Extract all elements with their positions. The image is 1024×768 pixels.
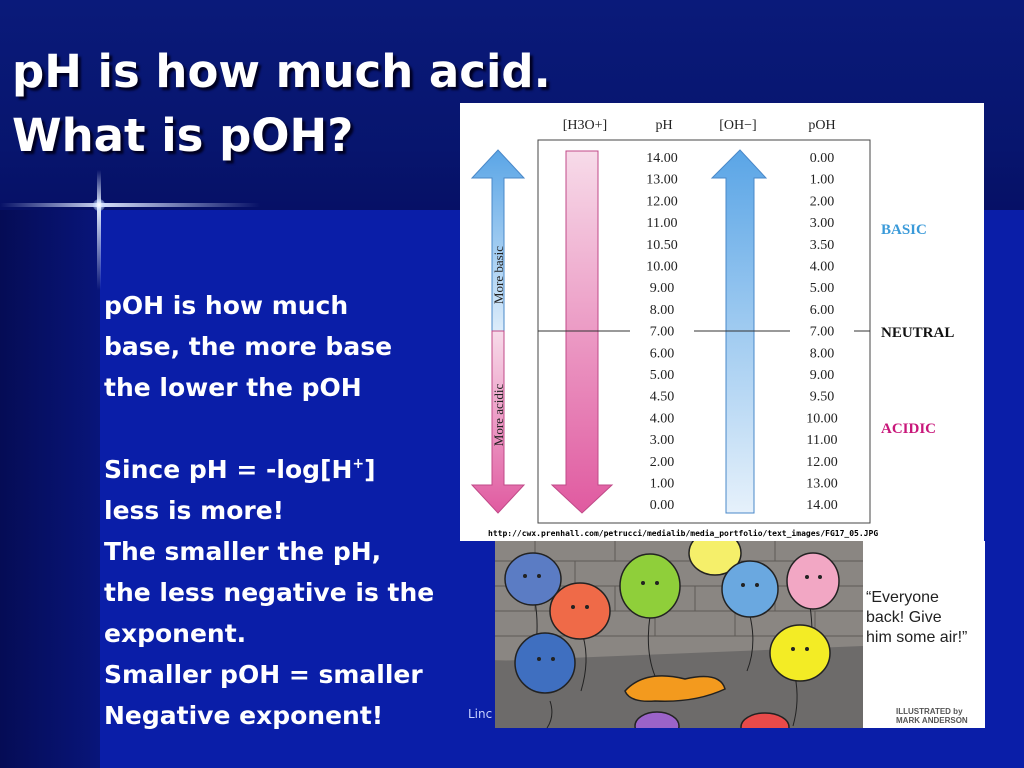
acidic-label: ACIDIC xyxy=(881,421,936,437)
poh-value: 8.00 xyxy=(810,346,835,361)
deflated-balloon xyxy=(624,675,726,703)
body-line-5: Since pH = -log[H+] xyxy=(104,449,504,490)
body-line-3: the lower the pOH xyxy=(104,373,362,402)
body-line-10: Smaller pOH = smaller xyxy=(104,660,423,689)
poh-values-column: 0.00 1.00 2.00 3.00 3.50 4.00 5.00 6.00 7.00 8.00… xyxy=(806,151,838,513)
credit-line-1: ILLUSTRATED by xyxy=(896,707,963,716)
ph-scale-chart: [H3O+] pH [OH−] pOH More basic More acid… xyxy=(460,103,984,541)
poh-value: 14.00 xyxy=(806,498,838,513)
caption-line-1: “Everyone xyxy=(866,589,939,606)
credit-line-2: MARK ANDERSON xyxy=(896,716,968,725)
light-flare-vertical xyxy=(97,170,101,290)
cartoon-svg xyxy=(495,541,863,728)
caption-line-2: back! Give xyxy=(866,609,942,626)
poh-value: 9.00 xyxy=(810,368,835,383)
poh-value: 10.00 xyxy=(806,411,838,426)
poh-value: 3.50 xyxy=(810,238,835,253)
poh-value: 2.00 xyxy=(810,194,835,209)
formula-text: Since pH = -log[H xyxy=(104,455,353,484)
poh-value: 12.00 xyxy=(806,455,838,470)
caption-line-3: him some air!” xyxy=(866,629,968,646)
header-h3o: [H3O+] xyxy=(563,118,607,133)
body-line-7: The smaller the pH, xyxy=(104,537,382,566)
ph-value: 14.00 xyxy=(646,151,678,166)
header-oh: [OH−] xyxy=(719,118,756,133)
light-flare-center xyxy=(93,199,105,211)
poh-value: 6.00 xyxy=(810,303,835,318)
ph-value: 0.00 xyxy=(650,498,675,513)
yellow-balloon-top xyxy=(688,541,742,576)
ph-value: 10.00 xyxy=(646,260,678,275)
slide-body: pOH is how much base, the more base the … xyxy=(104,285,504,736)
image-source-url: http://cwx.prenhall.com/petrucci/mediali… xyxy=(488,529,879,538)
purple-balloon xyxy=(634,711,680,728)
ph-value: 2.00 xyxy=(650,455,675,470)
more-acidic-arrow xyxy=(470,330,526,514)
header-ph: pH xyxy=(655,118,672,133)
slide-title: pH is how much acid. What is pOH? xyxy=(12,40,551,168)
body-line-2: base, the more base xyxy=(104,332,393,361)
ph-value: 4.00 xyxy=(650,411,675,426)
more-basic-arrow xyxy=(470,149,526,332)
ph-value: 1.00 xyxy=(650,477,675,492)
ph-value: 3.00 xyxy=(650,433,675,448)
light-blue-balloon xyxy=(721,560,779,618)
ph-value: 8.00 xyxy=(650,303,675,318)
poh-value: 13.00 xyxy=(806,477,838,492)
body-line-11: Negative exponent! xyxy=(104,701,384,730)
poh-value: 11.00 xyxy=(807,433,838,448)
ph-value: 13.00 xyxy=(646,173,678,188)
ph-value: 4.50 xyxy=(650,390,675,405)
body-line-1: pOH is how much xyxy=(104,291,349,320)
poh-value: 3.00 xyxy=(810,216,835,231)
ph-value: 9.00 xyxy=(650,281,675,296)
yellow-balloon xyxy=(769,624,831,682)
poh-value: 5.00 xyxy=(810,281,835,296)
cartoon-caption: “Everyone back! Give him some air!” xyxy=(866,588,986,648)
ph-value: 5.00 xyxy=(650,368,675,383)
title-line-1: pH is how much acid. xyxy=(12,45,551,98)
red-balloon xyxy=(549,582,611,640)
pink-balloon xyxy=(786,552,840,610)
body-spacer xyxy=(104,408,504,449)
basic-label: BASIC xyxy=(881,222,927,238)
ph-scale-svg: [H3O+] pH [OH−] pOH More basic More acid… xyxy=(470,118,954,524)
light-flare-horizontal xyxy=(0,203,260,207)
ph-value: 11.00 xyxy=(647,216,678,231)
blue-balloon-bottom xyxy=(514,632,576,694)
green-balloon xyxy=(619,553,681,619)
header-poh: pOH xyxy=(808,118,835,133)
ph-value: 7.00 xyxy=(650,325,675,340)
ph-values-column: 14.00 13.00 12.00 11.00 10.50 10.00 9.00 8.00 7.… xyxy=(646,151,678,513)
balloon-faces xyxy=(523,574,822,661)
red-balloon-bottom xyxy=(740,712,790,728)
body-line-8: the less negative is the xyxy=(104,578,435,607)
footer-text: Linc xyxy=(468,707,493,721)
cartoon-credit: ILLUSTRATED by MARK ANDERSON xyxy=(896,707,986,725)
blue-balloon-left xyxy=(504,552,562,606)
more-basic-label: More basic xyxy=(491,246,506,304)
left-band xyxy=(0,210,100,768)
body-line-9: exponent. xyxy=(104,619,247,648)
body-line-6: less is more! xyxy=(104,496,285,525)
ph-value: 12.00 xyxy=(646,194,678,209)
poh-value: 0.00 xyxy=(810,151,835,166)
more-acidic-label: More acidic xyxy=(491,384,506,447)
poh-value: 9.50 xyxy=(810,390,835,405)
title-line-2: What is pOH? xyxy=(12,109,354,162)
balloon-cartoon xyxy=(495,541,985,728)
closing-bracket: ] xyxy=(364,455,376,484)
neutral-label: NEUTRAL xyxy=(881,325,954,341)
h3o-arrow xyxy=(550,150,614,514)
poh-value: 4.00 xyxy=(810,260,835,275)
poh-value: 7.00 xyxy=(810,325,835,340)
poh-value: 1.00 xyxy=(810,173,835,188)
superscript-plus: + xyxy=(352,456,365,472)
ph-value: 10.50 xyxy=(646,238,678,253)
ph-value: 6.00 xyxy=(650,346,675,361)
